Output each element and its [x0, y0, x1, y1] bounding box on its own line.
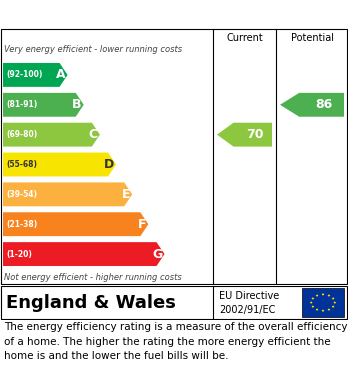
Text: G: G — [152, 248, 163, 260]
Polygon shape — [3, 63, 68, 87]
Polygon shape — [280, 93, 344, 117]
Polygon shape — [333, 301, 336, 304]
Text: (81-91): (81-91) — [6, 100, 37, 109]
Polygon shape — [3, 212, 148, 236]
Polygon shape — [3, 152, 116, 176]
Text: Not energy efficient - higher running costs: Not energy efficient - higher running co… — [4, 273, 182, 282]
Text: (21-38): (21-38) — [6, 220, 37, 229]
Polygon shape — [217, 123, 272, 147]
Polygon shape — [332, 305, 335, 308]
Polygon shape — [322, 293, 325, 296]
Text: Current: Current — [226, 33, 263, 43]
Polygon shape — [316, 308, 319, 311]
Text: E: E — [122, 188, 130, 201]
Text: England & Wales: England & Wales — [6, 294, 176, 312]
Text: Very energy efficient - lower running costs: Very energy efficient - lower running co… — [4, 45, 182, 54]
Polygon shape — [3, 123, 100, 147]
Polygon shape — [322, 309, 325, 312]
Text: A: A — [56, 68, 65, 81]
Bar — [302, 288, 344, 317]
Text: Potential: Potential — [291, 33, 333, 43]
Text: EU Directive: EU Directive — [219, 291, 279, 301]
Polygon shape — [311, 297, 314, 300]
Text: 70: 70 — [246, 128, 263, 141]
Text: C: C — [89, 128, 98, 141]
Text: F: F — [138, 218, 147, 231]
Polygon shape — [310, 301, 313, 304]
Text: 86: 86 — [315, 98, 332, 111]
Text: B: B — [72, 98, 82, 111]
Text: (92-100): (92-100) — [6, 70, 42, 79]
Polygon shape — [316, 294, 319, 297]
Text: Energy Efficiency Rating: Energy Efficiency Rating — [8, 7, 218, 22]
Polygon shape — [327, 308, 330, 311]
Text: (1-20): (1-20) — [6, 249, 32, 258]
Polygon shape — [3, 242, 165, 266]
Text: The energy efficiency rating is a measure of the overall efficiency of a home. T: The energy efficiency rating is a measur… — [4, 322, 348, 361]
Text: (69-80): (69-80) — [6, 130, 37, 139]
Text: (55-68): (55-68) — [6, 160, 37, 169]
Text: D: D — [104, 158, 114, 171]
Polygon shape — [3, 93, 84, 117]
Polygon shape — [327, 294, 330, 297]
Text: 2002/91/EC: 2002/91/EC — [219, 305, 275, 314]
Polygon shape — [3, 183, 132, 206]
Text: (39-54): (39-54) — [6, 190, 37, 199]
Polygon shape — [311, 305, 314, 308]
Polygon shape — [332, 297, 335, 300]
